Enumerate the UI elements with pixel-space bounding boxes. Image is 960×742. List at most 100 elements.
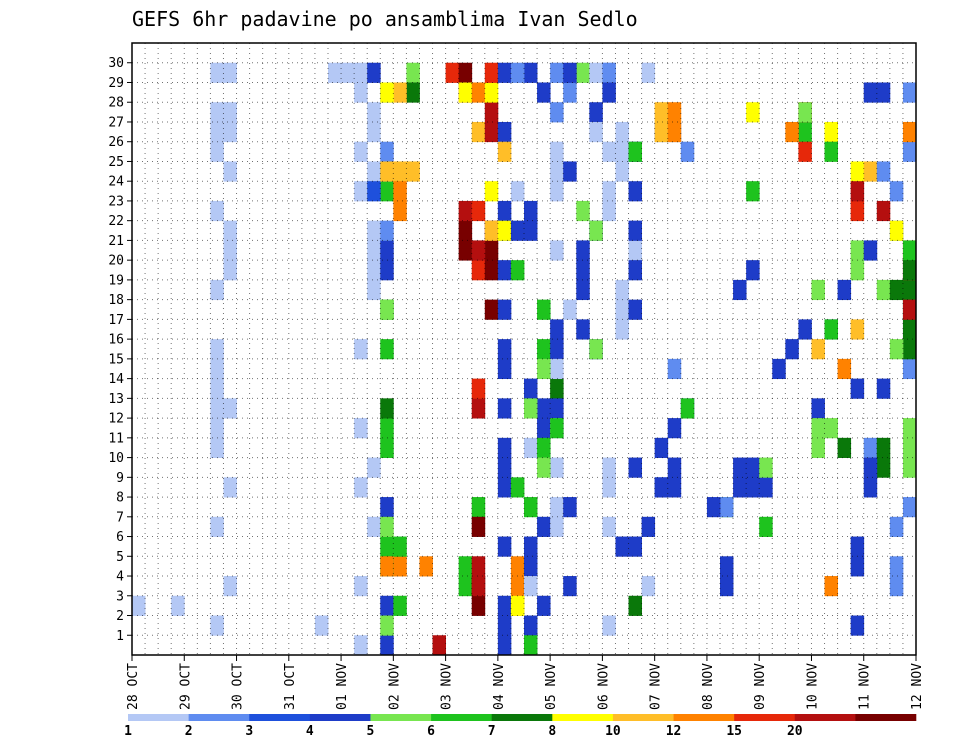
- heatmap-cell: [210, 102, 224, 123]
- heatmap-cell: [654, 477, 669, 498]
- heatmap-cell: [576, 260, 590, 281]
- heatmap-cell: [223, 260, 237, 281]
- heatmap-cell: [380, 556, 394, 577]
- heatmap-cell: [824, 319, 838, 340]
- heatmap-cell: [746, 457, 760, 478]
- heatmap-cell: [602, 200, 616, 222]
- heatmap-cell: [458, 200, 473, 222]
- heatmap-cell: [576, 200, 590, 222]
- heatmap-cell: [510, 477, 525, 498]
- y-tick-label: 6: [116, 530, 124, 545]
- heatmap-cell: [628, 220, 642, 241]
- heatmap-cell: [210, 418, 224, 439]
- heatmap-cell: [850, 240, 865, 261]
- x-tick-label: 01 NOV: [335, 663, 350, 710]
- y-tick-label: 17: [108, 313, 124, 328]
- heatmap-cell: [563, 576, 577, 597]
- heatmap-cell: [537, 437, 551, 458]
- grid-lines: [132, 43, 916, 655]
- heatmap-cell: [537, 299, 551, 320]
- heatmap-cell: [902, 141, 917, 162]
- heatmap-cell: [497, 398, 512, 419]
- heatmap-cell: [210, 121, 224, 143]
- heatmap-cell: [863, 437, 878, 458]
- heatmap-cell: [537, 457, 551, 478]
- colorbar-swatch: [309, 714, 371, 721]
- heatmap-cell: [850, 536, 865, 557]
- heatmap-cell: [628, 595, 642, 616]
- heatmap-cell: [889, 220, 904, 241]
- heatmap-cell: [471, 497, 486, 518]
- heatmap-cell: [889, 516, 904, 537]
- heatmap-cell: [902, 260, 917, 281]
- heatmap-cell: [641, 576, 656, 597]
- y-tick-label: 22: [108, 214, 124, 229]
- heatmap-cell: [733, 279, 747, 301]
- heatmap-cell: [550, 161, 564, 182]
- heatmap-cell: [863, 240, 878, 261]
- heatmap-cell: [902, 240, 917, 261]
- x-tick-label: 02 NOV: [387, 663, 402, 710]
- heatmap-cell: [850, 200, 865, 222]
- heatmap-cell: [850, 319, 865, 340]
- y-tick-label: 2: [116, 609, 124, 624]
- x-tick-label: 10 NOV: [805, 663, 820, 710]
- y-tick-label: 4: [116, 570, 124, 585]
- y-tick-label: 26: [108, 135, 124, 150]
- colorbar-swatch: [249, 714, 311, 721]
- y-tick-label: 11: [108, 431, 124, 446]
- heatmap-cell: [223, 220, 237, 241]
- y-tick-label: 7: [116, 510, 124, 525]
- heatmap-cell: [902, 457, 917, 478]
- heatmap-cell: [550, 141, 564, 162]
- heatmap-cell: [510, 260, 525, 281]
- heatmap-cell: [733, 477, 747, 498]
- heatmap-cell: [458, 62, 473, 83]
- heatmap-cell: [602, 457, 616, 478]
- heatmap-cell: [667, 102, 682, 123]
- y-tick-label: 30: [108, 56, 124, 71]
- heatmap-cell: [654, 437, 669, 458]
- heatmap-cell: [576, 319, 590, 340]
- colorbar-swatch: [128, 714, 189, 721]
- heatmap-cell: [210, 398, 224, 419]
- heatmap-cell: [837, 279, 852, 301]
- heatmap-cell: [524, 615, 538, 636]
- heatmap-cell: [615, 141, 629, 162]
- heatmap-cell: [850, 181, 865, 202]
- heatmap-cell: [785, 339, 799, 360]
- y-tick-label: 14: [108, 372, 124, 387]
- heatmap-cell: [680, 398, 695, 419]
- colorbar-label: 7: [488, 724, 496, 739]
- heatmap-cell: [863, 457, 878, 478]
- heatmap-cell: [902, 279, 917, 301]
- heatmap-cell: [811, 398, 825, 419]
- heatmap-cell: [484, 240, 499, 261]
- heatmap-cell: [367, 260, 381, 281]
- heatmap-cell: [863, 477, 878, 498]
- heatmap-cell: [524, 200, 538, 222]
- heatmap-cell: [550, 62, 564, 83]
- heatmap-cell: [524, 497, 538, 518]
- heatmap-cell: [510, 595, 525, 616]
- heatmap-cell: [615, 279, 629, 301]
- heatmap-cell: [223, 102, 237, 123]
- colorbar-label: 10: [605, 724, 621, 739]
- heatmap-cell: [210, 339, 224, 360]
- heatmap-cell: [393, 161, 407, 182]
- heatmap-cell: [537, 516, 551, 537]
- heatmap-cell: [354, 477, 368, 498]
- heatmap-cell: [497, 121, 512, 143]
- colorbar-swatch: [855, 714, 917, 721]
- heatmap-cell: [902, 82, 917, 103]
- heatmap-cell: [811, 437, 825, 458]
- heatmap-cell: [471, 200, 486, 222]
- heatmap-cell: [354, 418, 368, 439]
- heatmap-cell: [563, 299, 577, 320]
- heatmap-cell: [510, 556, 525, 577]
- heatmap-cell: [550, 339, 564, 360]
- heatmap-cell: [876, 82, 891, 103]
- heatmap-cell: [367, 457, 381, 478]
- heatmap-cell: [550, 102, 564, 123]
